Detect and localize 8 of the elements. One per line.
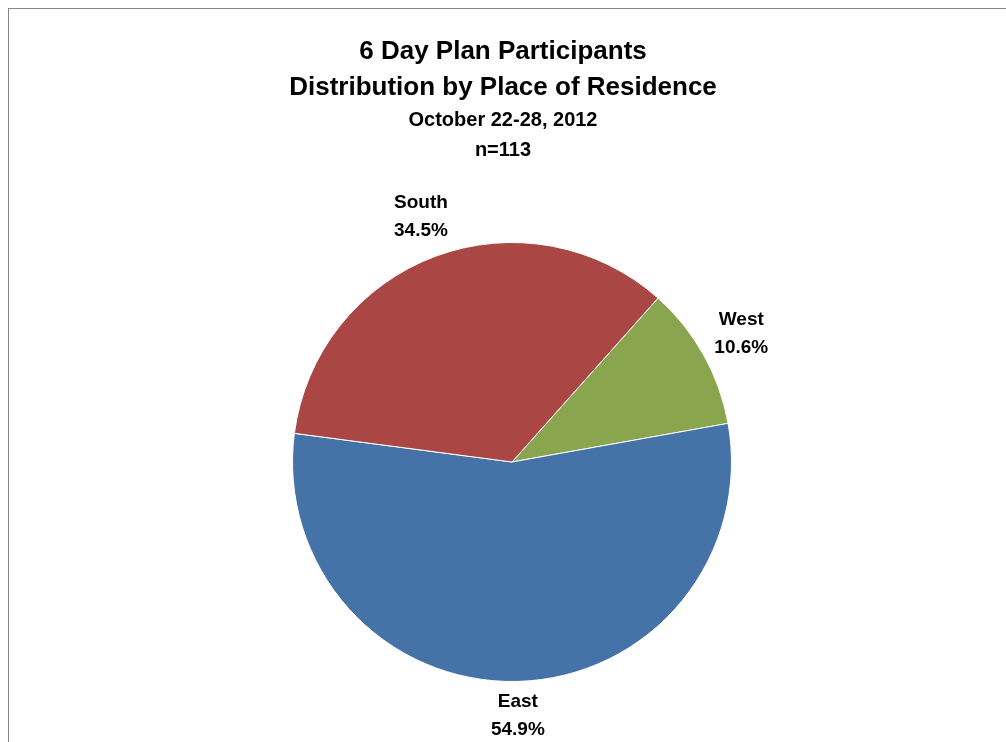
chart-title: 6 Day Plan Participants Distribution by Place of Residence (288, 34, 718, 103)
slice-label: West (718, 308, 765, 329)
chart-subtitle: October 22-28, 2012 n=113 (407, 107, 599, 162)
data-label: 34.5% (394, 219, 449, 241)
data-label: 10.6% (714, 336, 769, 357)
data-label: 54.9% (490, 718, 545, 740)
slice-label: South (394, 191, 448, 213)
slice-label: East (497, 690, 539, 712)
